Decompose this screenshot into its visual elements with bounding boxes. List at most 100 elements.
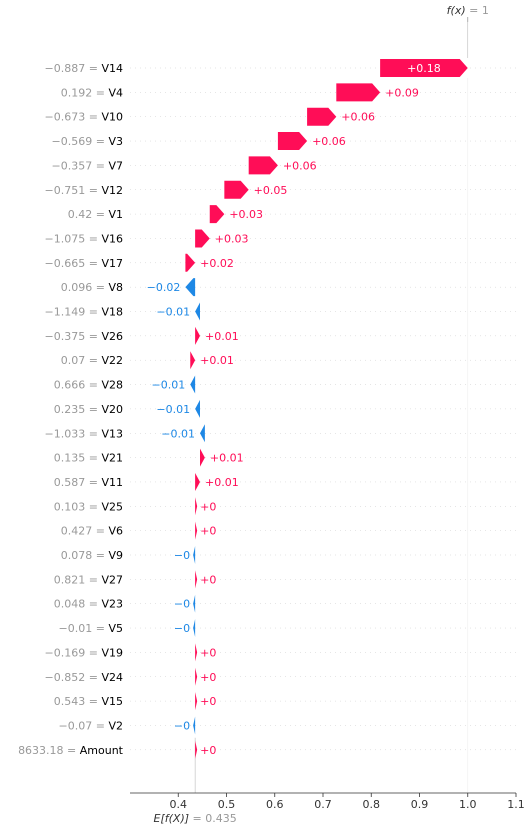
shap-label-V14: +0.18 [407, 62, 441, 75]
bar-V9 [193, 546, 196, 564]
bar-V26 [195, 326, 201, 345]
feature-value: −0.357 = [52, 159, 109, 172]
bar-V23 [193, 594, 196, 613]
feature-label-V20: 0.235 = V20 [54, 403, 123, 416]
feature-name: V16 [101, 232, 123, 245]
feature-label-V10: −0.673 = V10 [45, 111, 123, 124]
feature-value: 0.543 = [54, 695, 102, 708]
shap-label-V8: −0.02 [147, 281, 181, 294]
feature-name: V3 [108, 135, 123, 148]
shap-label-V16: +0.03 [215, 232, 249, 245]
bar-V22 [190, 351, 196, 370]
bar-Amount [195, 740, 198, 759]
feature-value: 0.427 = [61, 525, 109, 538]
feature-value: 0.07 = [61, 354, 102, 367]
x-tick-label: 1.0 [459, 798, 477, 811]
output-value-number: = 1 [469, 4, 489, 17]
shap-label-V1: +0.03 [229, 208, 263, 221]
feature-label-V15: 0.543 = V15 [54, 695, 123, 708]
shap-label-V21: +0.01 [210, 452, 244, 465]
x-tick-label: 1.1 [507, 798, 525, 811]
shap-label-Amount: +0 [200, 744, 216, 757]
feature-value: 0.048 = [54, 598, 102, 611]
bar-V16 [195, 229, 210, 248]
shap-label-V6: +0 [200, 525, 216, 538]
feature-label-V19: −0.169 = V19 [45, 646, 123, 659]
feature-value: 0.103 = [54, 500, 102, 513]
feature-name: V13 [101, 427, 123, 440]
bar-V21 [200, 448, 205, 467]
feature-name: V9 [108, 549, 123, 562]
bar-V1 [209, 205, 225, 224]
feature-label-V4: 0.192 = V4 [61, 86, 123, 99]
shap-label-V15: +0 [200, 695, 216, 708]
feature-name: V15 [101, 695, 123, 708]
bar-V4 [336, 83, 381, 102]
feature-value: 8633.18 = [18, 744, 80, 757]
shap-label-V7: +0.06 [283, 159, 317, 172]
shap-label-V24: +0 [200, 671, 216, 684]
bar-V15 [195, 692, 198, 711]
feature-label-V3: −0.569 = V3 [52, 135, 123, 148]
feature-label-V18: −1.149 = V18 [45, 306, 123, 319]
feature-value: −0.07 = [59, 719, 109, 732]
feature-value: −0.751 = [45, 184, 102, 197]
feature-label-V7: −0.357 = V7 [52, 159, 123, 172]
feature-label-Amount: 8633.18 = Amount [18, 744, 124, 757]
bar-V6 [195, 521, 198, 540]
output-value-label: f(x) = 1 [447, 4, 489, 17]
feature-label-V28: 0.666 = V28 [54, 379, 123, 392]
shap-label-V13: −0.01 [161, 427, 195, 440]
feature-name: V22 [101, 354, 123, 367]
feature-value: 0.587 = [54, 476, 102, 489]
feature-value: 0.42 = [68, 208, 109, 221]
feature-name: V19 [101, 646, 123, 659]
feature-value: −0.375 = [45, 330, 102, 343]
bar-V12 [224, 180, 249, 199]
bar-V19 [195, 643, 198, 662]
feature-label-V17: −0.665 = V17 [45, 257, 123, 270]
feature-name: V11 [101, 476, 123, 489]
feature-label-V26: −0.375 = V26 [45, 330, 123, 343]
shap-label-V23: −0 [174, 598, 190, 611]
base-value-number: = 0.435 [193, 812, 237, 825]
x-tick-label: 0.4 [170, 798, 188, 811]
feature-value: 0.192 = [61, 86, 109, 99]
feature-name: V17 [101, 257, 123, 270]
shap-label-V2: −0 [174, 719, 190, 732]
bar-V17 [185, 253, 196, 272]
feature-label-V27: 0.821 = V27 [54, 573, 123, 586]
feature-label-V16: −1.075 = V16 [45, 232, 123, 245]
shap-label-V20: −0.01 [156, 403, 190, 416]
feature-label-V11: 0.587 = V11 [54, 476, 123, 489]
feature-name: V23 [101, 598, 123, 611]
shap-label-V27: +0 [200, 573, 216, 586]
x-tick-label: 0.6 [266, 798, 284, 811]
bar-V2 [193, 716, 196, 735]
shap-label-V25: +0 [200, 500, 216, 513]
feature-name: V24 [101, 671, 123, 684]
feature-label-V8: 0.096 = V8 [61, 281, 123, 294]
feature-label-V12: −0.751 = V12 [45, 184, 123, 197]
bar-V25 [195, 497, 198, 516]
feature-name: Amount [80, 744, 124, 757]
feature-name: V6 [108, 525, 123, 538]
feature-name: V25 [101, 500, 123, 513]
bar-V3 [277, 132, 308, 151]
shap-label-V18: −0.01 [156, 306, 190, 319]
feature-name: V18 [101, 306, 123, 319]
feature-value: 0.096 = [61, 281, 109, 294]
feature-value: −1.075 = [45, 232, 102, 245]
feature-name: V5 [108, 622, 123, 635]
feature-name: V2 [108, 719, 123, 732]
shap-label-V10: +0.06 [341, 111, 375, 124]
feature-label-V23: 0.048 = V23 [54, 598, 123, 611]
feature-name: V7 [108, 159, 123, 172]
feature-name: V28 [101, 379, 123, 392]
bar-V7 [248, 156, 278, 175]
feature-value: −0.569 = [52, 135, 109, 148]
feature-name: V12 [101, 184, 123, 197]
bar-V8 [185, 278, 196, 297]
bar-V10 [307, 107, 337, 126]
feature-value: 0.821 = [54, 573, 102, 586]
